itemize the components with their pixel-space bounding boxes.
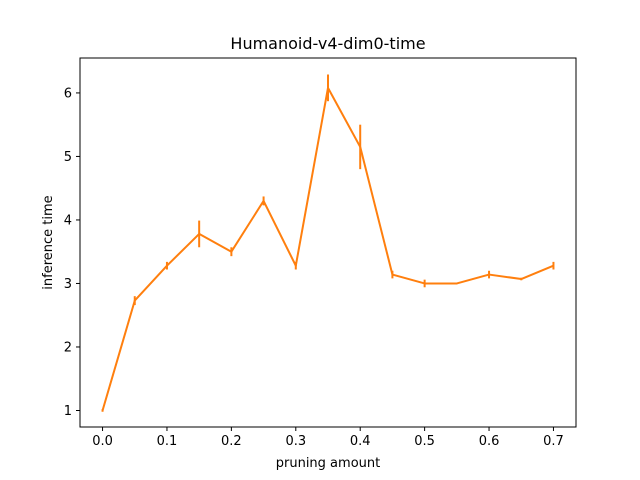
- plot-area: [101, 74, 555, 412]
- x-tick-label: 0.6: [479, 434, 500, 449]
- x-tick-label: 0.0: [92, 434, 113, 449]
- x-axis-label: pruning amount: [276, 456, 380, 471]
- axes-frame: [79, 57, 577, 428]
- y-axis-label: inference time: [41, 195, 56, 289]
- x-tick-label: 0.3: [285, 434, 306, 449]
- y-tick-label: 4: [64, 213, 72, 228]
- x-tick-label: 0.2: [221, 434, 242, 449]
- x-tick-label: 0.7: [543, 434, 564, 449]
- y-tick-label: 6: [64, 86, 72, 101]
- chart-title: Humanoid-v4-dim0-time: [230, 34, 425, 53]
- x-tick-label: 0.5: [414, 434, 435, 449]
- y-tick-label: 1: [64, 404, 72, 419]
- y-tick-label: 5: [64, 150, 72, 165]
- x-tick-label: 0.1: [157, 434, 178, 449]
- x-axis: 0.0 0.1 0.2 0.3 0.4 0.5 0.6 0.7: [92, 427, 564, 449]
- y-tick-label: 2: [64, 340, 72, 355]
- y-axis: 1 2 3 4 5 6: [64, 86, 80, 419]
- x-tick-label: 0.4: [350, 434, 371, 449]
- y-tick-label: 3: [64, 277, 72, 292]
